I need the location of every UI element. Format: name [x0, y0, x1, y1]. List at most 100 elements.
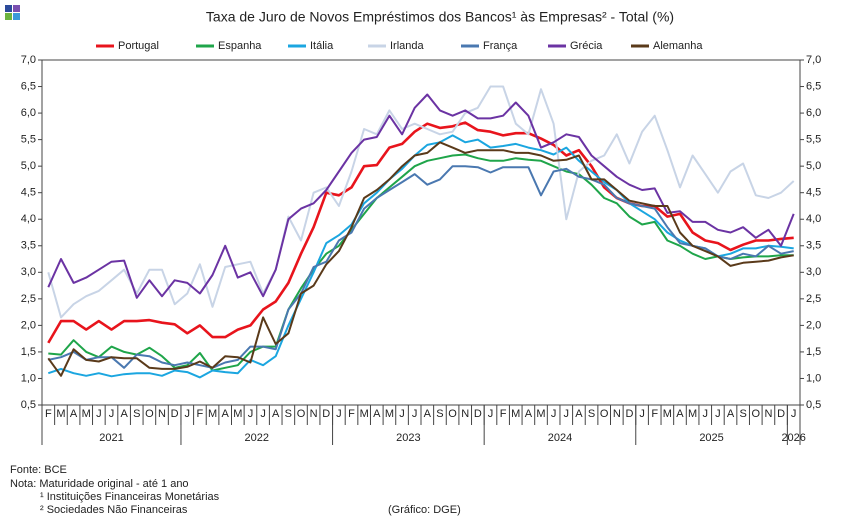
y2-tick-label: 6,0: [806, 107, 821, 119]
x-tick-label: S: [739, 408, 746, 420]
series-line: [47, 134, 794, 379]
x-tick-label: S: [436, 408, 443, 420]
x-tick-label: A: [525, 408, 533, 420]
y2-tick-label: 4,0: [806, 213, 821, 225]
note: ² Sociedades Não Financeiras: [40, 504, 188, 516]
x-tick-label: J: [551, 408, 557, 420]
legend-label: Portugal: [118, 40, 159, 52]
x-tick-label: J: [336, 408, 342, 420]
series-line: [48, 165, 794, 369]
x-tick-label: J: [399, 408, 405, 420]
y2-tick-label: 7,0: [806, 54, 821, 66]
x-tick-label: S: [133, 408, 140, 420]
x-tick-label: M: [360, 408, 369, 420]
x-tick-label: D: [777, 408, 785, 420]
y2-tick-label: 1,0: [806, 372, 821, 384]
year-label: 2024: [548, 432, 572, 444]
series-line: [47, 93, 795, 299]
x-tick-label: J: [260, 408, 266, 420]
x-tick-label: J: [185, 408, 191, 420]
y-tick-label: 2,5: [21, 293, 36, 305]
note: Nota: Maturidade original - até 1 ano: [10, 478, 189, 490]
x-tick-label: O: [145, 408, 154, 420]
year-label: 2023: [396, 432, 420, 444]
x-tick-label: S: [285, 408, 292, 420]
x-tick-label: M: [663, 408, 672, 420]
plot-frame: [41, 59, 801, 406]
legend-label: Irlanda: [390, 40, 425, 52]
x-tick-label: A: [120, 408, 128, 420]
x-tick-label: M: [688, 408, 697, 420]
x-tick-label: F: [45, 408, 52, 420]
x-tick-label: O: [600, 408, 609, 420]
x-tick-label: N: [764, 408, 772, 420]
x-tick-label: A: [272, 408, 280, 420]
chart-title: Taxa de Juro de Novos Empréstimos dos Ba…: [206, 9, 674, 25]
y-tick-label: 1,0: [21, 372, 36, 384]
x-tick-label: J: [639, 408, 645, 420]
x-tick-label: J: [564, 408, 570, 420]
x-tick-label: M: [233, 408, 242, 420]
y-tick-label: 5,5: [21, 134, 36, 146]
x-tick-label: O: [448, 408, 457, 420]
x-tick-label: M: [536, 408, 545, 420]
year-label: 2026: [781, 432, 805, 444]
legend-label: Espanha: [218, 40, 262, 52]
y-tick-label: 4,0: [21, 213, 36, 225]
year-label: 2025: [699, 432, 723, 444]
series-line: [48, 153, 794, 372]
x-tick-label: M: [56, 408, 65, 420]
legend-label: França: [483, 40, 518, 52]
x-tick-label: F: [500, 408, 507, 420]
y-tick-label: 5,0: [21, 160, 36, 172]
x-tick-label: J: [412, 408, 418, 420]
x-tick-label: N: [310, 408, 318, 420]
y2-tick-label: 5,5: [806, 134, 821, 146]
credit: (Gráfico: DGE): [388, 504, 461, 516]
x-tick-label: A: [373, 408, 381, 420]
legend-label: Itália: [310, 40, 334, 52]
x-tick-label: A: [424, 408, 432, 420]
y-tick-label: 3,0: [21, 266, 36, 278]
y2-tick-label: 1,5: [806, 346, 821, 358]
x-tick-label: A: [222, 408, 230, 420]
x-tick-label: A: [727, 408, 735, 420]
x-tick-label: F: [197, 408, 204, 420]
x-tick-label: F: [348, 408, 355, 420]
x-tick-label: J: [109, 408, 115, 420]
y-tick-label: 6,5: [21, 80, 36, 92]
y2-tick-label: 2,0: [806, 319, 821, 331]
logo: [5, 5, 20, 20]
y2-tick-label: 6,5: [806, 80, 821, 92]
y2-tick-label: 2,5: [806, 293, 821, 305]
y2-tick-label: 3,5: [806, 240, 821, 252]
y2-tick-label: 4,5: [806, 187, 821, 199]
x-tick-label: S: [588, 408, 595, 420]
legend-label: Grécia: [570, 40, 603, 52]
x-tick-label: J: [715, 408, 721, 420]
year-label: 2021: [99, 432, 123, 444]
legend-label: Alemanha: [653, 40, 703, 52]
y-tick-label: 4,5: [21, 187, 36, 199]
x-tick-label: J: [488, 408, 494, 420]
y-tick-label: 1,5: [21, 346, 36, 358]
x-tick-label: A: [575, 408, 583, 420]
x-tick-label: J: [96, 408, 102, 420]
source: Fonte: BCE: [10, 464, 67, 476]
x-tick-label: M: [208, 408, 217, 420]
series-line: [47, 121, 794, 344]
x-tick-label: A: [676, 408, 684, 420]
year-label: 2022: [245, 432, 269, 444]
y-tick-label: 6,0: [21, 107, 36, 119]
x-tick-label: D: [322, 408, 330, 420]
series-line: [47, 85, 795, 319]
x-tick-label: O: [297, 408, 306, 420]
y-tick-label: 3,5: [21, 240, 36, 252]
y-tick-label: 0,5: [21, 399, 36, 411]
x-tick-label: N: [613, 408, 621, 420]
x-tick-label: F: [651, 408, 658, 420]
x-tick-label: M: [385, 408, 394, 420]
note: ¹ Instituições Financeiras Monetárias: [40, 491, 220, 503]
x-tick-label: J: [703, 408, 709, 420]
